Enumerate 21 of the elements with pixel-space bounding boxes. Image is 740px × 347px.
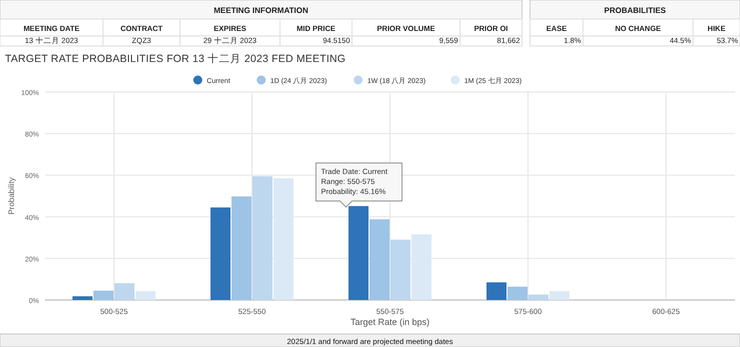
bar	[550, 291, 570, 300]
bar	[370, 219, 390, 300]
y-axis-title: Probability	[7, 177, 16, 215]
bar	[348, 206, 368, 300]
bar	[232, 196, 252, 300]
bar	[210, 207, 230, 300]
bar	[486, 282, 506, 300]
bar	[508, 286, 528, 300]
bar	[252, 176, 272, 300]
chart-title: TARGET RATE PROBABILITIES FOR 13 十二月 2023 FED MEETING	[5, 52, 346, 65]
bar	[390, 240, 410, 300]
x-axis-title: Target Rate (in bps)	[350, 317, 430, 327]
bar	[528, 294, 548, 300]
bar	[136, 291, 156, 300]
text: PROBABILITIES	[604, 6, 667, 15]
bar	[114, 283, 134, 300]
bar	[274, 178, 294, 300]
text: MEETING INFORMATION	[214, 6, 308, 15]
bar	[412, 234, 432, 300]
bar	[72, 296, 92, 300]
bar	[94, 290, 114, 300]
